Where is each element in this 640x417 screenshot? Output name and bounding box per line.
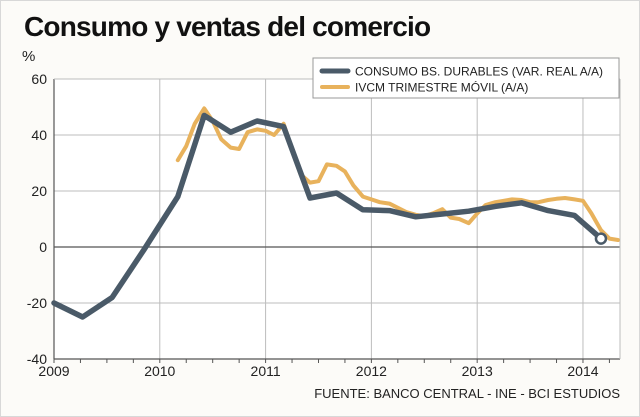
y-tick-label: 60 — [31, 71, 47, 87]
series-end-marker — [594, 232, 608, 245]
x-tick-label: 2011 — [251, 363, 281, 379]
x-tick-label: 2014 — [567, 363, 598, 379]
series-lines — [51, 106, 620, 320]
plot-area — [54, 79, 620, 359]
legend: CONSUMO BS. DURABLES (VAR. REAL A/A)IVCM… — [312, 57, 620, 99]
y-tick-label: 40 — [31, 127, 47, 143]
y-tick-label: -40 — [27, 351, 47, 367]
legend-label: IVCM TRIMESTRE MÓVIL (A/A) — [355, 80, 528, 95]
legend-box — [312, 57, 620, 99]
y-tick-label: -20 — [27, 295, 47, 311]
x-tick-label: 2009 — [38, 363, 69, 379]
x-tick-label: 2010 — [144, 363, 175, 379]
legend-label: CONSUMO BS. DURABLES (VAR. REAL A/A) — [355, 65, 603, 79]
x-tick-label: 2012 — [356, 363, 387, 379]
series-line-ivcm — [175, 106, 620, 242]
source-note: FUENTE: BANCO CENTRAL - INE - BCI ESTUDI… — [314, 386, 620, 401]
chart-title: Consumo y ventas del comercio — [24, 11, 431, 42]
y-axis-unit: % — [22, 48, 36, 65]
y-tick-label: 0 — [39, 239, 47, 255]
series-line-consumo — [51, 112, 604, 320]
y-tick-label: 20 — [31, 183, 47, 199]
x-tick-label: 2013 — [462, 363, 493, 379]
